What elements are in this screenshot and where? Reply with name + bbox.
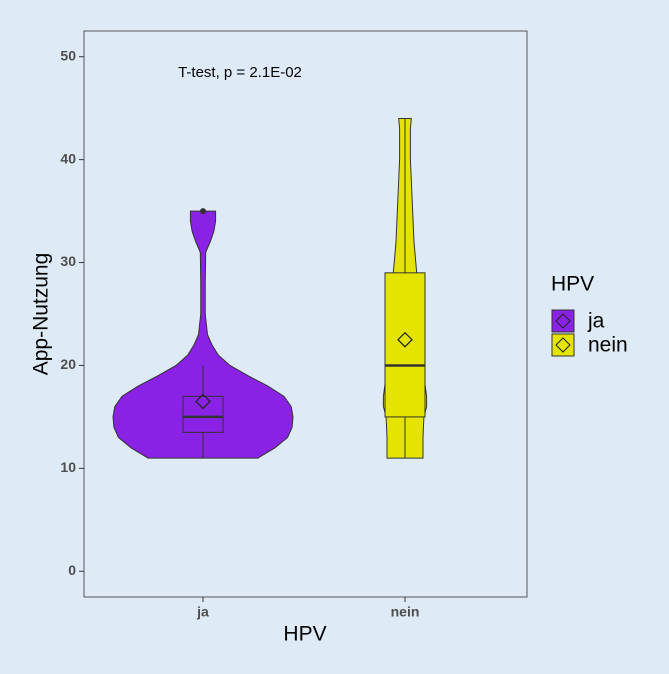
legend-key-diamond [555, 313, 571, 329]
mean-marker [195, 393, 211, 410]
x-axis-title: HPV [283, 623, 326, 646]
box [182, 395, 224, 433]
y-tick-label: 10 [60, 459, 76, 475]
annotation: T-test, p = 2.1E-02 [178, 64, 302, 81]
y-tick-label: 40 [60, 150, 76, 166]
y-axis-title: App-Nutzung [30, 253, 53, 376]
violin [112, 210, 294, 459]
box [384, 272, 426, 418]
mean-marker [397, 331, 413, 348]
panel [83, 30, 528, 598]
y-tick-label: 30 [60, 253, 76, 269]
y-tick-label: 0 [68, 562, 76, 578]
y-tick-label: 20 [60, 356, 76, 372]
x-tick-label: ja [196, 604, 209, 620]
legend-key [551, 309, 575, 333]
outlier [200, 208, 206, 215]
y-tick-label: 50 [60, 47, 76, 63]
legend-label: ja [587, 310, 605, 333]
legend-key [551, 333, 575, 357]
x-tick-label: nein [391, 604, 420, 620]
legend-label: nein [588, 334, 628, 357]
legend-title: HPV [551, 273, 594, 296]
legend-key-diamond [555, 337, 571, 353]
